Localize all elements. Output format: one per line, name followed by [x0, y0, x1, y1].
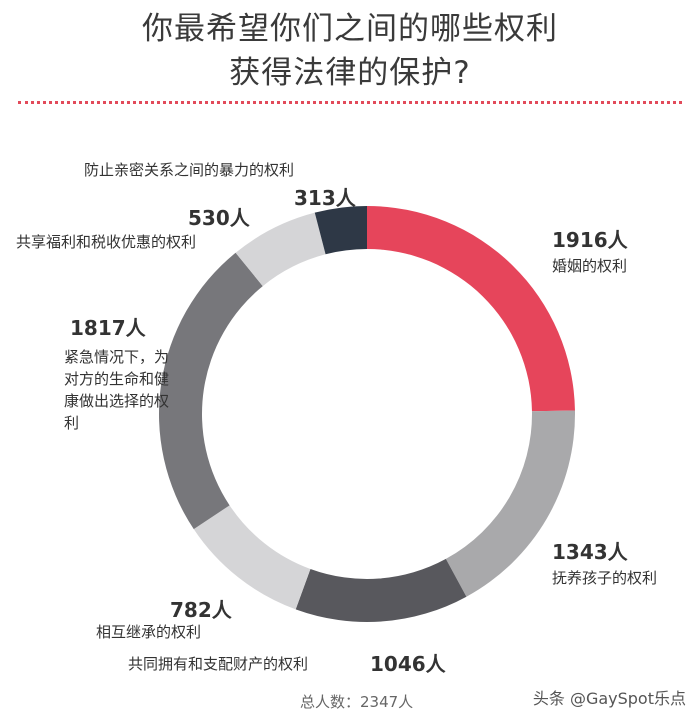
dotted-divider	[18, 101, 682, 104]
category-label-anti-violence: 防止亲密关系之间的暴力的权利	[84, 161, 295, 179]
donut-segment-welfare-tax	[235, 212, 326, 287]
category-label-child-rearing: 抚养孩子的权利	[552, 569, 658, 587]
donut-segment-anti-violence	[314, 206, 367, 255]
donut-segment-medical-decision	[159, 252, 263, 530]
donut-segment-child-rearing	[445, 410, 575, 597]
category-label-property: 共同拥有和支配财产的权利	[128, 655, 309, 673]
value-label-medical-decision: 1817人	[70, 316, 146, 340]
donut-segment-property	[295, 558, 467, 623]
category-label-inheritance: 相互继承的权利	[96, 623, 202, 641]
total-respondents: 总人数：2347人	[300, 693, 414, 711]
category-label-marriage: 婚姻的权利	[552, 257, 628, 275]
category-label-medical-decision: 紧急情况下，为对方的生命和健康做出选择的权利	[64, 348, 170, 432]
value-label-welfare-tax: 530人	[188, 206, 250, 230]
donut-segment-marriage	[367, 206, 575, 412]
chart-title-line-2: 获得法律的保护?	[229, 55, 471, 91]
value-label-marriage: 1916人	[552, 228, 628, 252]
value-label-anti-violence: 313人	[294, 186, 356, 210]
donut-segment-inheritance	[193, 505, 311, 610]
value-label-child-rearing: 1343人	[552, 540, 628, 564]
value-label-property: 1046人	[370, 652, 446, 676]
category-label-welfare-tax: 共享福利和税收优惠的权利	[16, 233, 197, 251]
watermark: 头条 @GaySpot乐点	[532, 689, 686, 708]
value-label-inheritance: 782人	[170, 598, 232, 622]
chart-title-line-1: 你最希望你们之间的哪些权利	[142, 11, 558, 47]
